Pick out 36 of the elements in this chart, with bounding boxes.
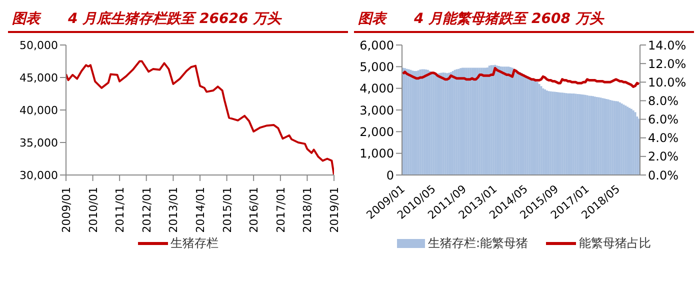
- x-tick-label: 2011/01: [114, 187, 127, 233]
- y2-tick-label: 6.0%: [648, 112, 678, 127]
- chart-title: 图表 4 月能繁母猪跌至 2608 万头: [354, 8, 694, 33]
- y-tick-label: 2,000: [360, 124, 394, 139]
- y-tick-label: 1,000: [360, 146, 394, 161]
- y-tick-label: 40,000: [20, 104, 58, 117]
- y-tick-label: 0: [386, 168, 394, 182]
- x-tick-label: 2014/01: [194, 187, 207, 233]
- x-tick-label: 2016/01: [248, 187, 261, 233]
- x-tick-label: 2010/01: [86, 187, 100, 233]
- y2-tick-label: 10.0%: [648, 75, 686, 90]
- y-tick-label: 6,000: [360, 38, 394, 52]
- y-tick-label: 30,000: [20, 168, 58, 182]
- y2-tick-label: 8.0%: [648, 94, 678, 108]
- y-tick-label: 4,000: [360, 82, 394, 96]
- y-tick-label: 45,000: [20, 71, 58, 84]
- y2-tick-label: 12.0%: [648, 56, 686, 71]
- y2-tick-label: 4.0%: [648, 131, 678, 146]
- y2-tick-label: 2.0%: [648, 150, 678, 164]
- x-tick-label: 2009/01: [60, 187, 73, 233]
- legend-label: 生猪存栏:能繁母猪: [428, 235, 528, 252]
- x-tick-label: 2013/01: [167, 187, 180, 233]
- x-tick-label: 2019/01: [328, 187, 341, 233]
- y2-tick-label: 0.0%: [648, 168, 678, 182]
- y2-tick-label: 14.0%: [648, 38, 686, 52]
- y-tick-label: 3,000: [360, 103, 394, 118]
- x-tick-label: 2017/01: [274, 187, 288, 233]
- y-tick-label: 50,000: [20, 38, 58, 52]
- y-tick-label: 35,000: [20, 136, 58, 150]
- legend-label: 生猪存栏: [170, 235, 218, 252]
- x-tick-label: 2015/01: [220, 187, 234, 233]
- x-tick-label: 2012/01: [140, 187, 154, 233]
- legend-label: 能繁母猪占比: [579, 235, 652, 252]
- x-tick-label: 2018/01: [301, 187, 314, 233]
- chart-title: 图表 4 月底生猪存栏跌至 26626 万头: [8, 8, 348, 33]
- y-tick-label: 5,000: [360, 60, 394, 74]
